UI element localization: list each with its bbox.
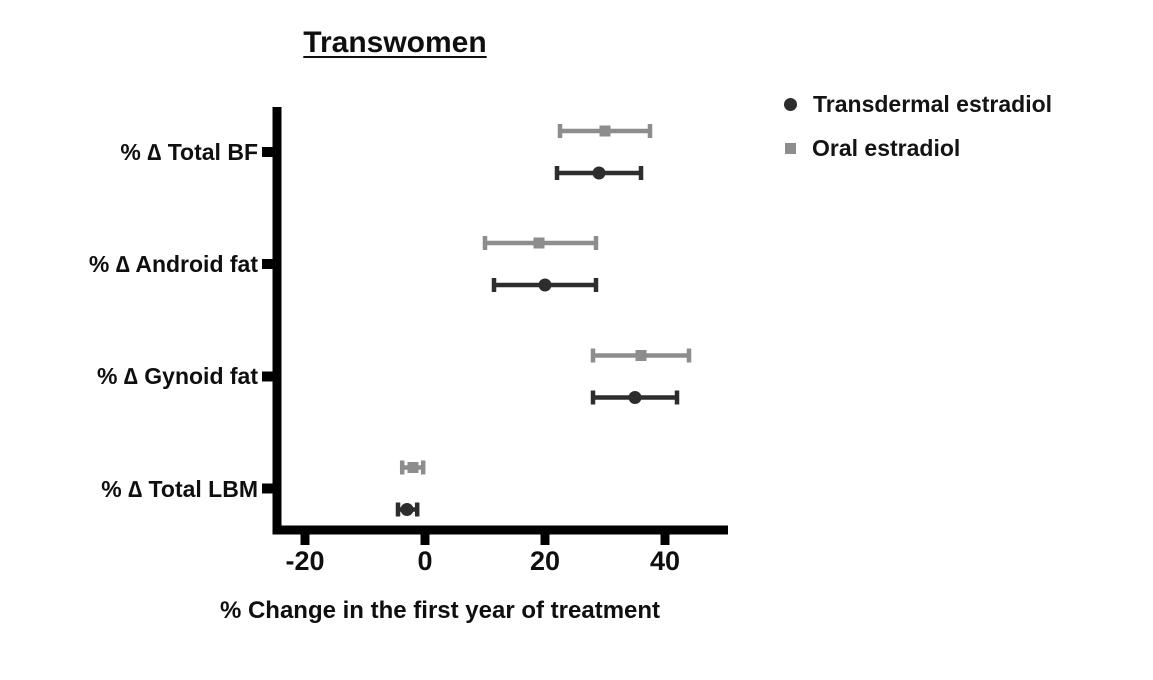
legend-label-oral: Oral estradiol	[812, 134, 961, 161]
x-tick-label-0: 0	[417, 546, 433, 576]
circle-marker-icon	[784, 97, 797, 111]
legend: Transdermal estradiol Oral estradiol	[778, 88, 1052, 176]
data-point-marker	[635, 350, 647, 361]
data-point-marker	[538, 278, 552, 292]
category-label-gynoid-fat: % ∆ Gynoid fat	[96, 363, 258, 389]
x-tick-label-20: 20	[529, 546, 561, 576]
data-point-marker	[599, 125, 611, 137]
x-tick-label-neg20: -20	[285, 546, 325, 576]
square-marker-icon	[785, 142, 796, 154]
category-label-total-bf: % ∆ Total BF	[120, 139, 258, 165]
legend-label-transdermal: Transdermal estradiol	[813, 90, 1053, 117]
data-point-marker	[628, 391, 642, 404]
data-point-marker	[592, 166, 606, 180]
data-point-marker	[400, 503, 414, 516]
data-point-marker	[533, 237, 545, 249]
data-point-marker	[407, 462, 419, 473]
x-axis-title: % Change in the first year of treatment	[219, 597, 661, 624]
x-tick-label-40: 40	[649, 546, 681, 576]
legend-item-transdermal: Transdermal estradiol	[778, 88, 1052, 120]
legend-item-oral: Oral estradiol	[778, 132, 1052, 164]
category-label-android-fat: % ∆ Android fat	[88, 251, 258, 277]
chart-title: Transwomen	[303, 26, 487, 59]
category-label-total-lbm: % ∆ Total LBM	[101, 476, 258, 502]
